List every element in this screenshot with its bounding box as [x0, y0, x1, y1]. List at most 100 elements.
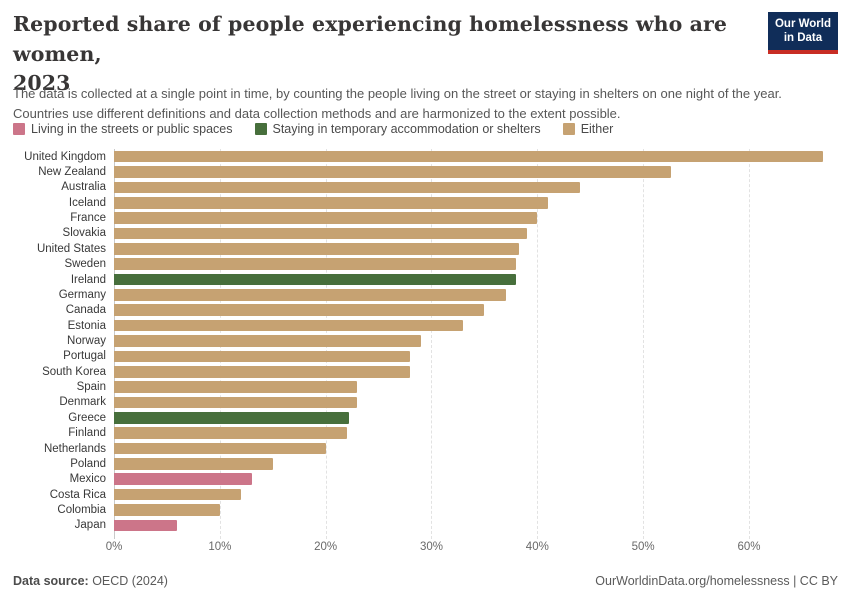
legend-item-either[interactable]: Either — [562, 122, 614, 136]
data-source-label: Data source: — [13, 574, 89, 588]
owid-logo[interactable]: Our World in Data — [767, 12, 838, 54]
country-label[interactable]: Japan — [74, 519, 106, 532]
bar-canada[interactable] — [114, 304, 485, 317]
data-source: Data source: OECD (2024) — [13, 574, 168, 588]
chart-row: Spain — [0, 379, 850, 394]
country-label[interactable]: Sweden — [64, 258, 106, 271]
chart-row: Portugal — [0, 349, 850, 364]
bar-poland[interactable] — [114, 458, 273, 470]
chart-row: South Korea — [0, 364, 850, 379]
country-label[interactable]: Costa Rica — [49, 488, 106, 501]
chart-rows: United Kingdom New Zealand Australia Icelan… — [0, 149, 850, 533]
bar-track — [114, 381, 840, 393]
bar-south-korea[interactable] — [114, 365, 411, 378]
chart-title: Reported share of people experiencing ho… — [13, 10, 748, 99]
bar-united-kingdom[interactable] — [114, 150, 824, 163]
bar-track — [114, 304, 840, 317]
bar-sweden[interactable] — [114, 258, 517, 270]
bar-costa-rica[interactable] — [114, 488, 241, 501]
bar-ireland[interactable] — [114, 273, 517, 286]
country-label[interactable]: Netherlands — [43, 442, 106, 455]
x-tick-label-40: 40% — [525, 541, 549, 553]
country-label[interactable]: United Kingdom — [24, 150, 106, 163]
bar-finland[interactable] — [114, 427, 347, 439]
bar-track — [114, 350, 840, 363]
bar-track — [114, 504, 840, 516]
bar-mexico[interactable] — [114, 473, 252, 486]
legend-label-either: Either — [580, 122, 614, 136]
gridline-60 — [748, 149, 750, 539]
bar-track — [114, 212, 840, 224]
bar-spain[interactable] — [114, 381, 358, 393]
country-label[interactable]: Finland — [68, 427, 106, 440]
bar-norway[interactable] — [114, 335, 421, 347]
bar-track — [114, 196, 840, 209]
country-label[interactable]: Australia — [61, 181, 106, 194]
bar-track — [114, 458, 840, 470]
legend-label-shelters: Staying in temporary accommodation or sh… — [272, 122, 541, 136]
legend-item-shelters[interactable]: Staying in temporary accommodation or sh… — [254, 122, 541, 136]
chart-row: United Kingdom — [0, 149, 850, 164]
bar-slovakia[interactable] — [114, 227, 527, 240]
chart-row: Colombia — [0, 502, 850, 517]
bar-track — [114, 473, 840, 486]
country-label[interactable]: Greece — [68, 411, 106, 424]
chart-row: Germany — [0, 287, 850, 302]
bar-iceland[interactable] — [114, 196, 548, 209]
attribution-link[interactable]: OurWorldinData.org/homelessness | CC BY — [595, 574, 838, 588]
x-tick-label-20: 20% — [314, 541, 338, 553]
country-label[interactable]: Iceland — [68, 196, 106, 209]
country-label[interactable]: New Zealand — [38, 166, 106, 179]
x-tick-label-10: 10% — [208, 541, 232, 553]
bar-track — [114, 365, 840, 378]
country-label[interactable]: Portugal — [63, 350, 106, 363]
x-tick-label-0: 0% — [105, 541, 123, 553]
country-label[interactable]: Canada — [65, 304, 106, 317]
country-label[interactable]: South Korea — [42, 365, 106, 378]
country-label[interactable]: Estonia — [67, 319, 106, 332]
legend-label-streets: Living in the streets or public spaces — [31, 122, 233, 136]
country-label[interactable]: Poland — [70, 457, 106, 470]
bar-track — [114, 411, 840, 424]
data-source-value: OECD (2024) — [88, 574, 168, 588]
chart-row: Ireland — [0, 272, 850, 287]
bar-australia[interactable] — [114, 181, 580, 194]
bar-track — [114, 442, 840, 455]
bar-estonia[interactable] — [114, 319, 464, 332]
bar-united-states[interactable] — [114, 243, 520, 255]
country-label[interactable]: Norway — [67, 334, 106, 347]
bar-netherlands[interactable] — [114, 442, 326, 455]
bar-track — [114, 166, 840, 178]
country-label[interactable]: Spain — [76, 381, 106, 394]
country-label[interactable]: Slovakia — [62, 227, 106, 240]
chart-row: New Zealand — [0, 164, 850, 179]
country-label[interactable]: Ireland — [70, 273, 106, 286]
legend-swatch-either-icon — [562, 123, 575, 135]
chart-row: Costa Rica — [0, 487, 850, 502]
country-label[interactable]: United States — [36, 242, 106, 255]
bar-colombia[interactable] — [114, 504, 220, 516]
chart-row: Japan — [0, 518, 850, 533]
bar-japan[interactable] — [114, 519, 178, 532]
chart-row: Slovakia — [0, 226, 850, 241]
country-label[interactable]: Colombia — [57, 503, 106, 516]
chart-row: Mexico — [0, 472, 850, 487]
bar-greece[interactable] — [114, 411, 349, 424]
chart-row: Canada — [0, 303, 850, 318]
bar-germany[interactable] — [114, 289, 506, 301]
legend: Living in the streets or public spaces St… — [13, 122, 613, 136]
legend-item-streets[interactable]: Living in the streets or public spaces — [13, 122, 233, 136]
chart-row: Greece — [0, 410, 850, 425]
country-label[interactable]: Mexico — [69, 473, 106, 486]
chart-row: Poland — [0, 456, 850, 471]
country-label[interactable]: Germany — [58, 288, 106, 301]
chart-row: Norway — [0, 333, 850, 348]
bar-france[interactable] — [114, 212, 538, 224]
bar-track — [114, 289, 840, 301]
country-label[interactable]: France — [70, 212, 106, 225]
bar-denmark[interactable] — [114, 396, 358, 409]
bar-new-zealand[interactable] — [114, 166, 671, 178]
country-label[interactable]: Denmark — [59, 396, 106, 409]
bar-portugal[interactable] — [114, 350, 411, 363]
